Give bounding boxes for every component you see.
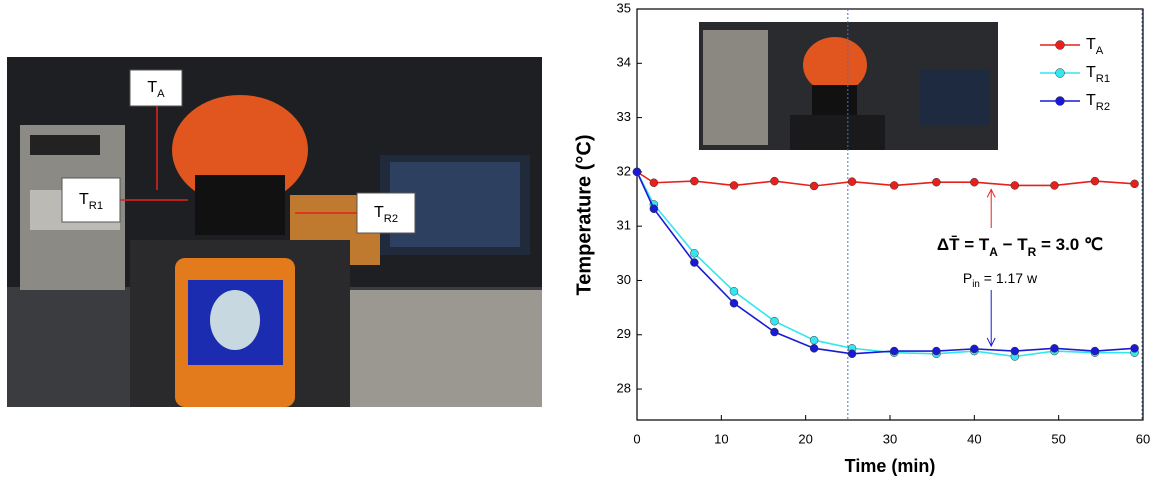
arrow-head: [986, 337, 996, 348]
label-box: [129, 69, 183, 107]
label-box: [61, 177, 121, 223]
x-tick-label: 40: [967, 431, 981, 446]
x-tick-label: 60: [1136, 431, 1150, 446]
data-point: [729, 299, 739, 308]
data-point: [770, 176, 779, 186]
annotation-part: in: [972, 279, 980, 290]
y-tick-label: 30: [617, 272, 631, 287]
data-point: [889, 181, 899, 190]
legend-label: TR1: [1086, 64, 1110, 85]
data-point: [932, 346, 941, 356]
data-point: [690, 249, 699, 258]
data-point: [1050, 344, 1059, 353]
y-tick-label: 35: [617, 0, 631, 15]
arrow-head: [986, 188, 996, 198]
data-point: [632, 167, 642, 177]
x-tick-label: 0: [633, 431, 640, 446]
x-tick-label: 50: [1051, 431, 1065, 446]
legend-label: TR2: [1086, 92, 1110, 113]
y-tick-label: 29: [617, 326, 631, 341]
data-point: [1130, 179, 1139, 189]
annotation-part: R: [1028, 245, 1037, 259]
legend-marker: [1055, 68, 1065, 78]
x-tick-label: 30: [883, 431, 897, 446]
data-point: [970, 344, 979, 354]
data-point: [649, 178, 659, 187]
photo-labels: [120, 106, 357, 214]
annotation-part: P: [963, 270, 972, 286]
legend-marker: [1055, 40, 1065, 50]
data-point: [729, 287, 739, 296]
y-axis-label: Temperature (°C): [573, 135, 595, 296]
data-point: [847, 177, 857, 186]
data-point: [970, 177, 979, 187]
data-point: [809, 181, 819, 191]
photo-label: TA: [147, 79, 165, 100]
y-tick-label: 31: [617, 218, 631, 233]
data-point: [1050, 181, 1059, 190]
annotation-part: = 3.0 ℃: [1036, 235, 1103, 254]
legend-label: TA: [1086, 36, 1104, 57]
inset-photo: [699, 22, 998, 150]
data-point: [649, 204, 659, 214]
data-point: [889, 346, 899, 356]
data-point: [847, 349, 857, 359]
series-line: [636, 171, 1135, 355]
data-point: [1010, 346, 1020, 356]
label-box: [356, 192, 416, 234]
photo-label: TR1: [79, 191, 103, 212]
legend-marker: [1055, 96, 1065, 106]
data-point: [690, 258, 699, 267]
data-point: [690, 176, 699, 186]
series-line: [636, 171, 1135, 358]
annotation: ΔT̄ = TA − TR = 3.0 ℃: [937, 235, 1103, 259]
data-point: [1090, 346, 1100, 356]
y-tick-label: 34: [617, 55, 631, 70]
data-point: [1130, 344, 1139, 353]
data-point: [932, 177, 941, 187]
x-tick-label: 20: [798, 431, 812, 446]
y-tick-label: 32: [617, 163, 631, 178]
annotation-part: A: [989, 245, 998, 259]
data-point: [809, 335, 819, 345]
photo: [7, 57, 542, 407]
x-tick-label: 10: [714, 431, 728, 446]
series-line: [636, 171, 1135, 187]
photo-label: TR2: [374, 204, 398, 225]
data-point: [770, 327, 779, 337]
data-point: [809, 344, 819, 353]
y-tick-label: 28: [617, 380, 631, 395]
annotation: Pin = 1.17 w: [963, 270, 1038, 290]
annotation-part: ΔT̄ = T: [937, 235, 990, 254]
y-tick-label: 33: [617, 109, 631, 124]
data-point: [1010, 181, 1020, 190]
annotation-part: − T: [998, 235, 1028, 254]
annotation-part: = 1.17 w: [980, 270, 1038, 286]
data-point: [729, 181, 739, 190]
data-point: [1090, 176, 1100, 186]
x-axis-label: Time (min): [845, 456, 936, 476]
data-point: [770, 316, 779, 326]
